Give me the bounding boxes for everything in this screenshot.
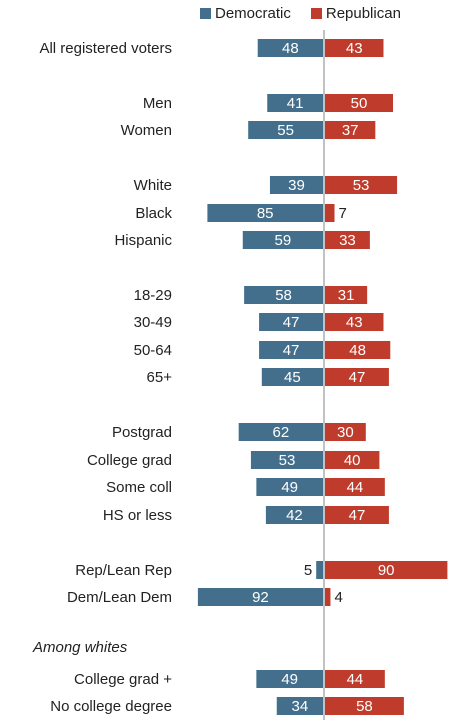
category-label-30-49: 30-49 — [134, 314, 172, 331]
bar-democratic-18-29 — [244, 286, 323, 304]
value-label-democratic-black: 85 — [257, 205, 274, 222]
bar-republican-30-49 — [325, 313, 384, 331]
bar-democratic-rep-lean-rep — [316, 561, 323, 579]
value-label-republican-college-grad: 40 — [344, 452, 361, 469]
value-label-republican-50-64: 48 — [349, 342, 366, 359]
bar-republican-black — [325, 204, 335, 222]
value-label-democratic-no-college-degree: 34 — [292, 698, 309, 715]
value-label-democratic-women: 55 — [277, 122, 294, 139]
bar-democratic-hs-or-less — [265, 506, 323, 524]
value-label-republican-postgrad: 30 — [337, 424, 354, 441]
category-label-65: 65+ — [147, 369, 173, 386]
category-label-postgrad: Postgrad — [112, 424, 172, 441]
bar-republican-hispanic — [325, 231, 370, 249]
value-label-republican-all-registered-voters: 43 — [346, 40, 363, 57]
bar-democratic-hispanic — [242, 231, 323, 249]
bar-democratic-black — [207, 204, 323, 222]
bar-democratic-postgrad — [238, 423, 323, 441]
value-label-republican-dem-lean-dem: 4 — [334, 589, 342, 606]
category-label-18-29: 18-29 — [134, 287, 172, 304]
category-label-college-grad: College grad — [87, 452, 172, 469]
value-label-democratic-college-grad: 49 — [281, 671, 298, 688]
bar-republican-dem-lean-dem — [325, 588, 331, 606]
bar-republican-18-29 — [325, 286, 368, 304]
value-label-republican-30-49: 43 — [346, 314, 363, 331]
value-label-democratic-postgrad: 62 — [272, 424, 289, 441]
value-label-democratic-all-registered-voters: 48 — [282, 40, 299, 57]
legend-republican: Republican — [310, 5, 401, 22]
value-label-republican-white: 53 — [353, 177, 370, 194]
legend-label-democratic: Democratic — [215, 5, 291, 22]
bar-republican-college-grad — [325, 451, 380, 469]
category-label-hispanic: Hispanic — [114, 232, 172, 249]
value-label-republican-hs-or-less: 47 — [349, 507, 366, 524]
category-label-50-64: 50-64 — [134, 342, 172, 359]
legend-label-republican: Republican — [325, 5, 401, 22]
value-label-democratic-men: 41 — [287, 95, 304, 112]
value-label-democratic-college-grad: 53 — [279, 452, 296, 469]
category-label-no-college-degree: No college degree — [50, 698, 172, 715]
bar-republican-white — [325, 176, 398, 194]
category-label-black: Black — [135, 205, 172, 222]
bar-democratic-white — [269, 176, 323, 194]
bar-republican-all-registered-voters — [325, 39, 384, 57]
bar-democratic-men — [267, 94, 323, 112]
category-label-college-grad: College grad + — [74, 671, 172, 688]
value-label-democratic-rep-lean-rep: 5 — [304, 562, 312, 579]
category-label-hs-or-less: HS or less — [103, 507, 172, 524]
bar-democratic-no-college-degree — [276, 697, 323, 715]
value-label-republican-hispanic: 33 — [339, 232, 356, 249]
bar-democratic-all-registered-voters — [257, 39, 323, 57]
bar-republican-rep-lean-rep — [325, 561, 448, 579]
bar-republican-no-college-degree — [325, 697, 404, 715]
category-label-dem-lean-dem: Dem/Lean Dem — [67, 589, 172, 606]
value-label-democratic-white: 39 — [288, 177, 305, 194]
bar-democratic-dem-lean-dem — [197, 588, 323, 606]
section-header-among-whites: Among whites — [32, 639, 128, 656]
legend-democratic: Democratic — [200, 5, 291, 22]
bar-democratic-college-grad — [250, 451, 323, 469]
value-label-republican-college-grad: 44 — [347, 671, 364, 688]
value-label-republican-women: 37 — [342, 122, 359, 139]
value-label-democratic-65: 45 — [284, 369, 301, 386]
value-label-democratic-hs-or-less: 42 — [286, 507, 303, 524]
bar-republican-hs-or-less — [325, 506, 389, 524]
bar-republican-postgrad — [325, 423, 366, 441]
legend-swatch-republican — [310, 8, 322, 19]
category-label-white: White — [134, 177, 172, 194]
bar-democratic-women — [248, 121, 323, 139]
value-label-democratic-hispanic: 59 — [275, 232, 292, 249]
value-label-republican-no-college-degree: 58 — [356, 698, 373, 715]
legend: Democratic Republican — [200, 5, 421, 22]
category-label-rep-lean-rep: Rep/Lean Rep — [75, 562, 172, 579]
bar-democratic-college-grad — [256, 670, 323, 688]
bar-republican-50-64 — [325, 341, 391, 359]
category-label-women: Women — [121, 122, 172, 139]
value-label-republican-65: 47 — [349, 369, 366, 386]
bar-democratic-30-49 — [259, 313, 323, 331]
value-label-republican-rep-lean-rep: 90 — [378, 562, 395, 579]
bar-republican-65 — [325, 368, 389, 386]
category-label-some-coll: Some coll — [106, 479, 172, 496]
value-label-republican-some-coll: 44 — [347, 479, 364, 496]
bar-democratic-some-coll — [256, 478, 323, 496]
bar-democratic-50-64 — [259, 341, 323, 359]
bar-democratic-65 — [261, 368, 323, 386]
value-label-democratic-50-64: 47 — [283, 342, 300, 359]
category-label-all-registered-voters: All registered voters — [39, 40, 172, 57]
legend-swatch-democratic — [200, 8, 211, 19]
value-label-democratic-some-coll: 49 — [281, 479, 298, 496]
bar-republican-men — [325, 94, 393, 112]
value-label-republican-18-29: 31 — [338, 287, 355, 304]
value-label-democratic-dem-lean-dem: 92 — [252, 589, 269, 606]
value-label-republican-men: 50 — [351, 95, 368, 112]
bar-republican-some-coll — [325, 478, 385, 496]
bar-republican-college-grad — [325, 670, 385, 688]
category-label-men: Men — [143, 95, 172, 112]
value-label-democratic-18-29: 58 — [275, 287, 292, 304]
value-label-democratic-30-49: 47 — [283, 314, 300, 331]
value-label-republican-black: 7 — [339, 205, 347, 222]
bar-republican-women — [325, 121, 376, 139]
